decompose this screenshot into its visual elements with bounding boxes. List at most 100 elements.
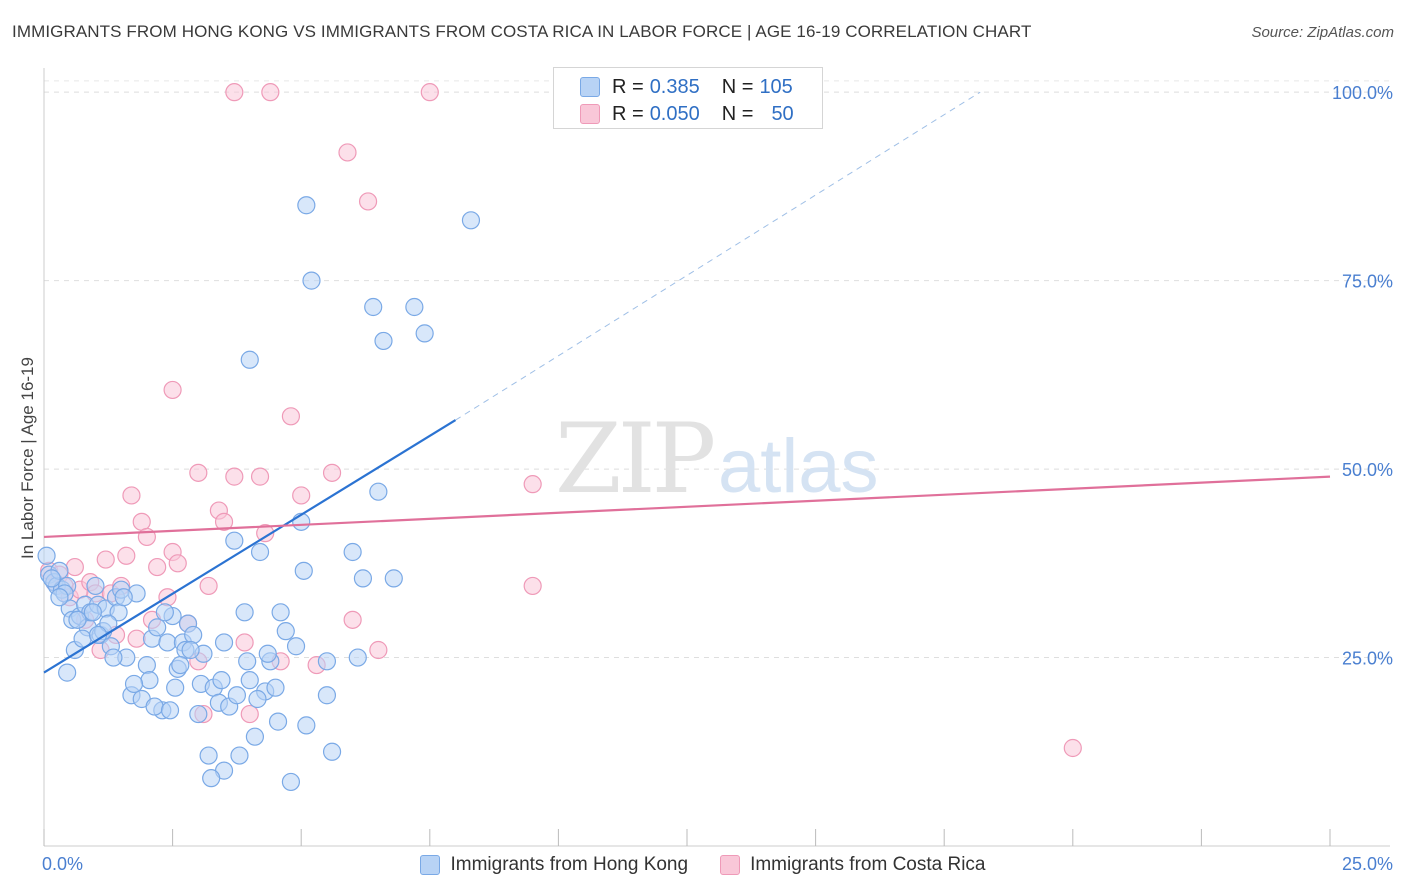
pink-swatch-icon: [580, 104, 600, 124]
stats-legend: R = 0.385 N = 105 R = 0.050 N = 50: [553, 67, 823, 129]
data-point: [148, 618, 167, 637]
data-point: [286, 637, 306, 656]
trend-line-hong-kong: [43, 419, 457, 674]
data-point: [65, 557, 84, 577]
data-point: [227, 686, 246, 705]
data-point: [68, 610, 87, 629]
data-point: [184, 625, 203, 645]
y-axis-label: In Labor Force | Age 16-19: [18, 357, 37, 559]
data-point: [369, 640, 388, 660]
data-point: [523, 576, 542, 596]
data-point: [317, 652, 337, 671]
data-point: [37, 546, 56, 565]
data-point: [348, 648, 367, 667]
y-tick-label: 75.0%: [1342, 272, 1393, 292]
data-point: [104, 648, 123, 667]
data-point: [271, 603, 290, 622]
data-point: [202, 769, 221, 788]
data-point: [261, 83, 280, 102]
data-point: [225, 83, 244, 102]
pink-swatch-icon: [720, 855, 741, 875]
r-label: R =: [612, 102, 644, 125]
data-point: [145, 697, 164, 716]
data-point: [276, 622, 295, 641]
data-point: [268, 712, 288, 731]
data-point: [358, 192, 378, 211]
trend-line-costa-rica: [43, 475, 1331, 539]
data-point: [171, 655, 190, 675]
data-point: [240, 350, 259, 369]
data-point: [384, 569, 403, 588]
data-point: [166, 678, 185, 697]
data-point: [353, 569, 373, 588]
data-point: [83, 603, 102, 622]
data-point: [322, 463, 342, 482]
axes: [43, 68, 1390, 847]
data-point: [96, 550, 115, 569]
data-point: [420, 83, 439, 102]
data-point: [258, 644, 277, 663]
n-value: 105: [759, 75, 793, 98]
data-point: [245, 727, 265, 746]
legend-item-hong-kong[interactable]: Immigrants from Hong Kong: [420, 854, 688, 876]
x-tick-label: 25.0%: [1342, 854, 1393, 874]
data-point: [256, 524, 275, 543]
n-value: 50: [771, 102, 794, 125]
data-point: [248, 689, 267, 709]
y-tick-label: 100.0%: [1332, 83, 1393, 103]
r-value: 0.050: [649, 102, 700, 125]
series-hong-kong: [37, 196, 481, 792]
r-value: 0.385: [649, 75, 700, 98]
n-label: N =: [721, 102, 754, 125]
data-point: [281, 772, 301, 792]
data-point: [155, 603, 174, 622]
data-point: [266, 678, 285, 697]
n-label: N =: [721, 75, 754, 98]
data-point: [137, 655, 156, 675]
data-point: [230, 746, 249, 765]
data-point: [163, 380, 182, 400]
data-point: [297, 716, 316, 735]
data-point: [140, 671, 159, 690]
legend-label: Immigrants from Costa Rica: [750, 854, 986, 875]
legend-item-costa-rica[interactable]: Immigrants from Costa Rica: [720, 854, 986, 876]
data-point: [250, 467, 270, 486]
data-point: [117, 546, 136, 565]
data-point: [235, 603, 254, 622]
data-point: [343, 542, 362, 562]
stats-row-hong-kong: R = 0.385 N = 105: [580, 74, 793, 100]
data-point: [294, 561, 313, 580]
tick-labels: 25.0% 50.0% 75.0% 100.0% 0.0% 25.0%: [42, 83, 1393, 874]
blue-swatch-icon: [580, 77, 600, 97]
data-point: [250, 542, 270, 562]
watermark-zip: ZIP: [555, 403, 714, 515]
data-point: [461, 211, 481, 230]
data-point: [297, 196, 316, 215]
data-point: [58, 663, 77, 682]
data-point: [523, 475, 542, 494]
data-point: [302, 271, 321, 290]
y-tick-label: 25.0%: [1342, 649, 1393, 669]
y-tick-label: 50.0%: [1342, 460, 1393, 480]
data-point: [281, 407, 301, 426]
data-point: [225, 467, 244, 486]
data-point: [369, 482, 388, 501]
data-point: [343, 610, 362, 629]
gridlines: [44, 80, 1390, 659]
data-point: [160, 701, 180, 720]
data-point: [199, 576, 218, 596]
data-point: [127, 629, 146, 648]
data-point: [50, 588, 69, 607]
data-point: [148, 557, 167, 577]
data-point: [374, 331, 393, 351]
data-point: [158, 633, 177, 652]
data-point: [405, 297, 424, 317]
data-point: [317, 686, 337, 705]
data-point: [338, 143, 357, 162]
data-point: [122, 486, 141, 505]
data-point: [86, 576, 105, 596]
data-point: [322, 742, 342, 761]
data-point: [42, 569, 61, 588]
blue-swatch-icon: [420, 855, 441, 875]
trend-line-hong-kong-extension: [455, 91, 981, 421]
